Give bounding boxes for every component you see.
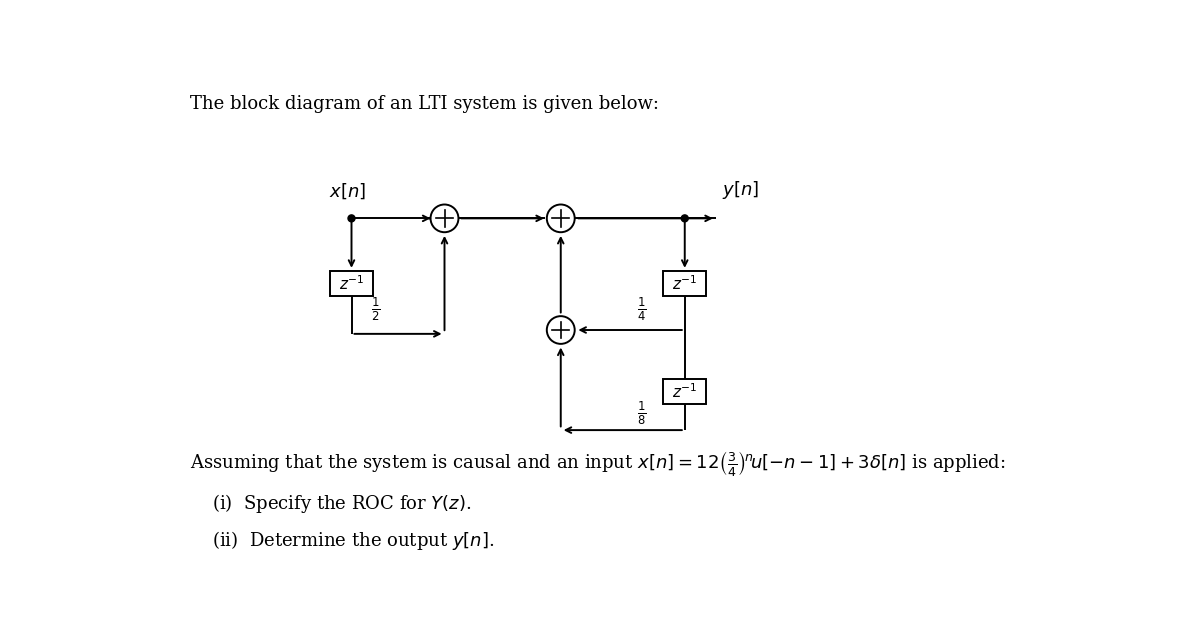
Text: $y[n]$: $y[n]$ (722, 180, 758, 201)
Circle shape (682, 215, 689, 222)
Text: $z^{-1}$: $z^{-1}$ (672, 275, 697, 293)
Text: (ii)  Determine the output $y[n]$.: (ii) Determine the output $y[n]$. (212, 528, 494, 551)
Text: Assuming that the system is causal and an input $x[n] = 12\left(\frac{3}{4}\righ: Assuming that the system is causal and a… (191, 449, 1006, 479)
Circle shape (348, 215, 355, 222)
FancyBboxPatch shape (664, 272, 706, 296)
Text: $\frac{1}{2}$: $\frac{1}{2}$ (371, 295, 380, 323)
FancyBboxPatch shape (664, 380, 706, 404)
Text: (i)  Specify the ROC for $Y(z)$.: (i) Specify the ROC for $Y(z)$. (212, 491, 472, 514)
Text: $\frac{1}{8}$: $\frac{1}{8}$ (637, 399, 647, 427)
Text: $x[n]$: $x[n]$ (329, 182, 366, 201)
Text: $z^{-1}$: $z^{-1}$ (672, 382, 697, 401)
Text: $\frac{1}{4}$: $\frac{1}{4}$ (637, 295, 647, 323)
Text: $z^{-1}$: $z^{-1}$ (338, 275, 365, 293)
Text: The block diagram of an LTI system is given below:: The block diagram of an LTI system is gi… (191, 95, 659, 113)
FancyBboxPatch shape (330, 272, 373, 296)
